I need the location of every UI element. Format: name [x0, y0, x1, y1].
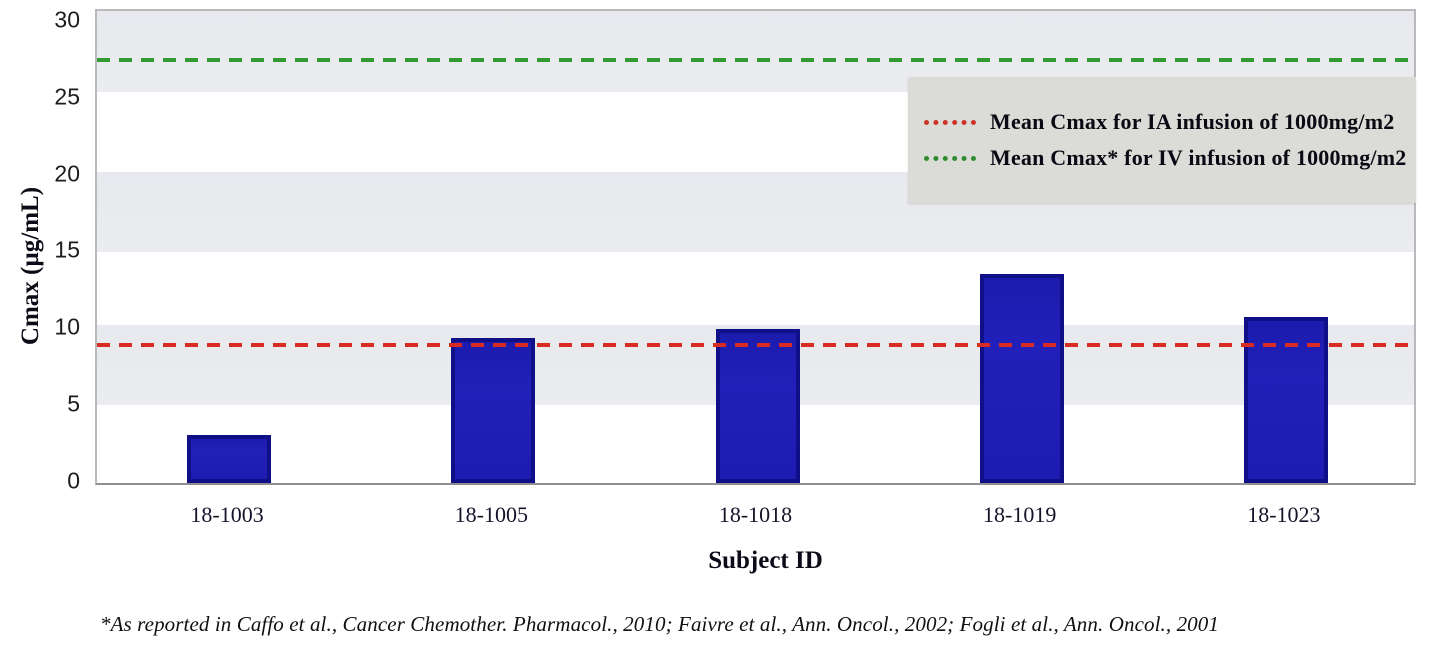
legend-label: Mean Cmax* for IV infusion of 1000mg/m2 — [990, 145, 1407, 170]
bar-18-1019 — [979, 273, 1064, 483]
x-axis-title: Subject ID — [708, 547, 823, 574]
y-axis-tick-label: 30 — [54, 6, 80, 33]
footnote: *As reported in Caffo et al., Cancer Che… — [100, 612, 1219, 636]
bar-18-1005 — [451, 338, 536, 483]
x-axis-label: 18-1018 — [718, 502, 793, 527]
bar-18-1018 — [715, 329, 800, 483]
legend: Mean Cmax for IA infusion of 1000mg/m2 M… — [908, 77, 1416, 203]
legend-entry-iv: Mean Cmax* for IV infusion of 1000mg/m2 — [924, 145, 1412, 171]
legend-entry-ia: Mean Cmax for IA infusion of 1000mg/m2 — [924, 109, 1412, 135]
reference-line-mean-cmax-ia — [97, 342, 1414, 347]
green-dotted-line-swatch — [924, 155, 976, 161]
y-axis-tick-label: 20 — [54, 160, 80, 186]
y-axis-tick-label: 0 — [67, 467, 80, 494]
x-axis-label: 18-1005 — [454, 502, 528, 527]
reference-line-mean-cmax-iv — [97, 58, 1414, 63]
red-dotted-line-swatch — [924, 119, 976, 125]
y-axis-tick-label: 10 — [54, 313, 80, 340]
y-axis-tick-label: 5 — [67, 390, 80, 417]
x-axis-label: 18-1003 — [190, 502, 264, 527]
x-axis-label: 18-1019 — [983, 502, 1057, 527]
legend-label: Mean Cmax for IA infusion of 1000mg/m2 — [990, 109, 1395, 134]
x-axis-label: 18-1023 — [1247, 502, 1321, 527]
bar-18-1003 — [187, 435, 272, 483]
y-axis-tick-label: 25 — [54, 83, 80, 110]
y-axis-tick-label: 15 — [54, 236, 80, 263]
